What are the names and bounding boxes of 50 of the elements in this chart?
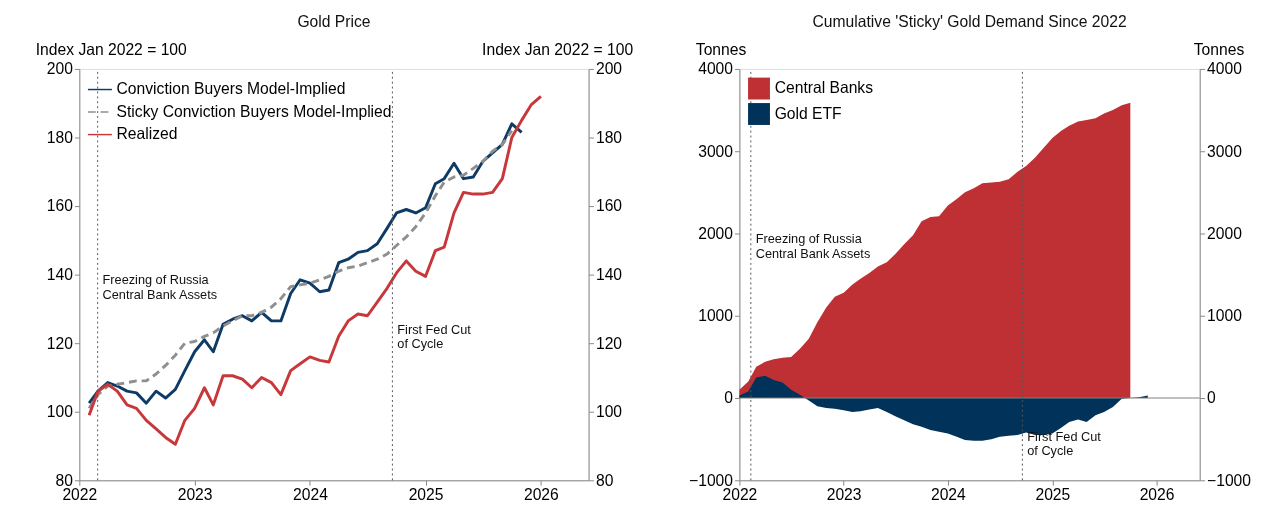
y-tick-label: −1000 xyxy=(689,471,734,489)
y2-tick-label: 1000 xyxy=(1207,307,1243,325)
y-tick-label: 120 xyxy=(46,334,74,352)
y-tick-label: 160 xyxy=(46,197,74,215)
y-tick-label: 0 xyxy=(724,389,734,407)
x-tick-label: 2026 xyxy=(523,486,560,504)
ref-line-label: First Fed Cut of Cycle xyxy=(397,321,472,352)
x-tick-label: 2026 xyxy=(1139,486,1175,504)
x-tick-label: 2025 xyxy=(408,486,444,504)
y2-tick-label: 80 xyxy=(595,471,614,489)
legend-label: Realized xyxy=(116,125,178,143)
y2-axis-title: Tonnes xyxy=(1193,40,1245,58)
x-tick-label: 2024 xyxy=(293,486,329,504)
y-tick-label: 140 xyxy=(46,266,74,284)
y-tick-label: 4000 xyxy=(698,60,734,78)
y-tick-label: 2000 xyxy=(698,224,734,242)
y-tick-label: 80 xyxy=(55,471,74,489)
x-tick-label: 2022 xyxy=(62,486,98,504)
x-tick-label: 2025 xyxy=(1035,486,1071,504)
legend-label: Sticky Conviction Buyers Model-Implied xyxy=(116,102,392,120)
y2-tick-label: −1000 xyxy=(1207,471,1252,489)
y2-tick-label: 100 xyxy=(595,403,623,421)
ref-line-label: Freezing of Russia Central Bank Assets xyxy=(102,272,218,303)
y2-tick-label: 3000 xyxy=(1207,142,1243,160)
y2-tick-label: 2000 xyxy=(1207,224,1243,242)
x-tick-label: 2024 xyxy=(930,486,967,504)
y-tick-label: 1000 xyxy=(698,307,734,325)
y2-axis-title: Index Jan 2022 = 100 xyxy=(482,40,634,58)
y2-tick-label: 200 xyxy=(595,60,623,78)
y2-tick-label: 180 xyxy=(595,128,623,146)
y-tick-label: 180 xyxy=(46,128,74,146)
x-tick-label: 2023 xyxy=(826,486,862,504)
legend-label: Central Banks xyxy=(774,79,874,97)
y-tick-label: 200 xyxy=(46,60,74,78)
y-axis-title: Tonnes xyxy=(695,40,747,58)
y2-tick-label: 4000 xyxy=(1207,60,1243,78)
x-tick-label: 2022 xyxy=(722,486,758,504)
x-tick-label: 2023 xyxy=(177,486,213,504)
y-axis-title: Index Jan 2022 = 100 xyxy=(35,40,188,58)
y2-tick-label: 0 xyxy=(1207,389,1217,407)
y2-tick-label: 140 xyxy=(595,266,623,284)
y-tick-label: 100 xyxy=(46,403,74,421)
y-tick-label: 3000 xyxy=(698,142,734,160)
legend-label: Conviction Buyers Model-Implied xyxy=(116,80,346,98)
legend-label: Gold ETF xyxy=(774,104,842,122)
chart-title: Gold Price xyxy=(297,12,371,30)
ref-line-label: Freezing of Russia Central Bank Assets xyxy=(755,231,871,261)
y2-tick-label: 160 xyxy=(595,197,623,215)
chart-title: Cumulative 'Sticky' Gold Demand Since 2022 xyxy=(812,12,1127,30)
y2-tick-label: 120 xyxy=(595,334,623,352)
